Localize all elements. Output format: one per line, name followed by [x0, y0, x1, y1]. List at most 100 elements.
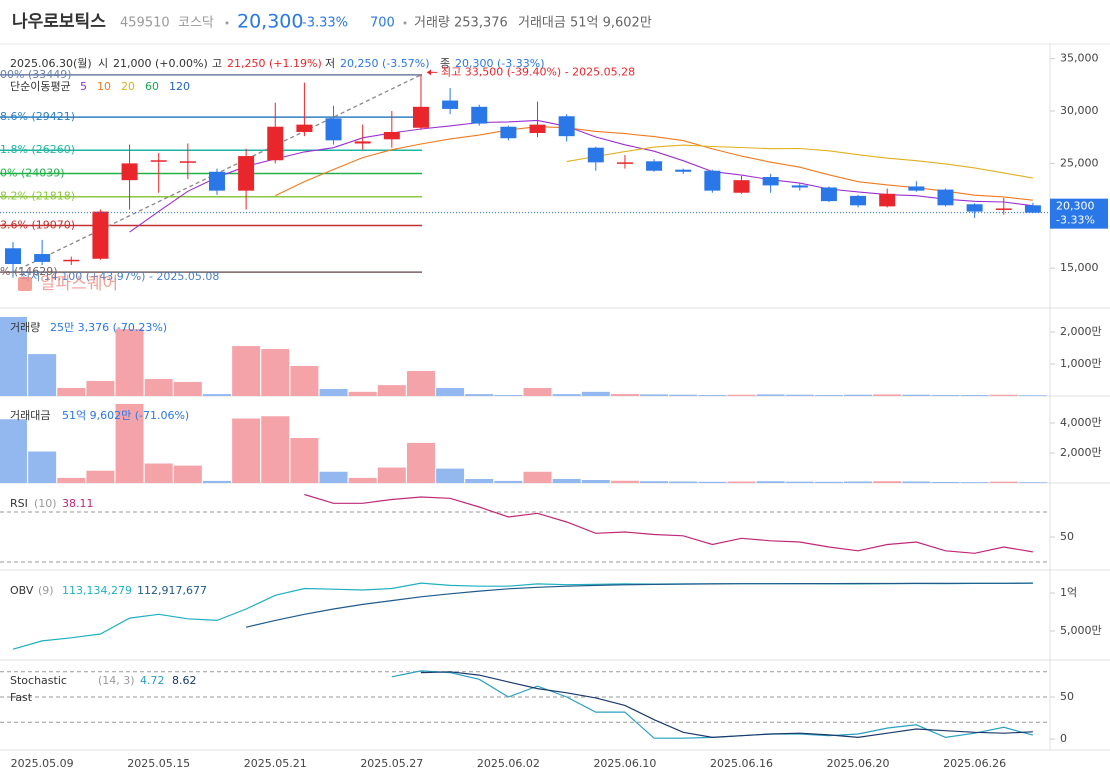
bar	[610, 480, 639, 483]
candle-body	[238, 156, 255, 191]
bar	[844, 394, 873, 396]
y-tick-label: 25,000	[1060, 156, 1099, 169]
candle-body	[471, 106, 488, 124]
fib-label: 23.6% (19070)	[0, 219, 75, 232]
y-tick-label: 1,000만	[1060, 357, 1102, 370]
bar	[232, 418, 261, 483]
candle-body	[412, 106, 429, 128]
candle-body	[966, 204, 983, 212]
price-tag-change: -3.33%	[1056, 214, 1095, 227]
bar	[669, 394, 698, 396]
bar	[698, 395, 727, 396]
change-pct: -3.33%	[302, 16, 348, 31]
bar	[202, 480, 231, 483]
y-tick-label: 1억	[1060, 586, 1077, 599]
indicator-line	[420, 671, 1033, 739]
bar	[86, 470, 115, 483]
change: 700	[370, 16, 395, 31]
bar	[436, 468, 465, 483]
candle-body	[121, 163, 138, 181]
bar	[232, 346, 261, 396]
candle-body	[879, 193, 896, 207]
bar	[756, 481, 785, 483]
fib-label: 50% (24039)	[0, 166, 65, 179]
bar	[814, 395, 843, 396]
bar	[144, 463, 173, 483]
y-tick-label: 2,000만	[1060, 325, 1102, 338]
bar	[552, 394, 581, 396]
bar	[873, 481, 902, 483]
panel-params: (9)	[38, 584, 54, 597]
candle-body	[995, 208, 1012, 210]
moving-average	[566, 144, 1033, 179]
bar	[28, 451, 57, 483]
candle-body	[34, 254, 51, 262]
info-date: 2025.06.30(월)	[10, 57, 92, 70]
bar	[465, 394, 494, 396]
candle-body	[325, 118, 342, 141]
bar	[640, 481, 669, 483]
fib-label: 100% (33449)	[0, 68, 72, 81]
indicator-line	[245, 582, 1033, 628]
y-tick-label: 15,000	[1060, 261, 1099, 274]
candle-body	[616, 162, 633, 164]
bar	[931, 481, 960, 483]
candle-body	[383, 131, 400, 140]
candle-body	[354, 141, 371, 144]
bar	[115, 403, 144, 483]
bar	[698, 481, 727, 483]
bar	[86, 380, 115, 396]
candle-body	[529, 124, 546, 134]
candle-body	[762, 177, 779, 186]
bar	[873, 394, 902, 396]
bar	[465, 478, 494, 483]
candle-body	[733, 180, 750, 193]
bar	[960, 482, 989, 483]
bar	[319, 471, 348, 483]
candle-body	[179, 161, 196, 163]
bar	[552, 478, 581, 483]
info-label: 시	[98, 57, 108, 70]
bar	[173, 465, 202, 483]
bar	[931, 395, 960, 396]
panel-title: OBV	[10, 584, 34, 597]
y-tick-label: 2,000만	[1060, 446, 1102, 459]
bar	[494, 480, 523, 483]
bar	[844, 481, 873, 483]
market: 코스닥	[178, 16, 214, 31]
x-tick-label: 2025.06.20	[827, 757, 890, 770]
bar	[785, 481, 814, 483]
info-value: 21,250 (+1.19%)	[227, 57, 322, 70]
panel-readout: 51억 9,602만 (-71.06%)	[62, 409, 189, 422]
candle-body	[587, 147, 604, 163]
bar	[669, 481, 698, 483]
bar	[0, 316, 27, 396]
x-tick-label: 2025.06.02	[477, 757, 540, 770]
x-tick-label: 2025.05.27	[360, 757, 423, 770]
price: 20,300	[237, 11, 303, 33]
bar	[902, 481, 931, 483]
low-annotation: 최저 14,100 (+43.97%) - 2025.05.08	[20, 270, 219, 283]
bar	[261, 416, 290, 483]
bar	[989, 481, 1018, 483]
bar	[406, 371, 435, 396]
candle-body	[296, 124, 313, 132]
fib-label: 78.6% (29421)	[0, 110, 75, 123]
bar	[57, 388, 86, 396]
bar	[319, 388, 348, 396]
x-tick-label: 2025.05.21	[244, 757, 307, 770]
bar	[756, 394, 785, 396]
x-tick-label: 2025.06.10	[593, 757, 656, 770]
panel-params: (10)	[34, 497, 57, 510]
panel-readout: 8.62	[172, 674, 197, 687]
ma-legend-item: 120	[169, 80, 190, 93]
candle-body	[267, 126, 284, 161]
amount: 거래대금 51억 9,602만	[518, 16, 652, 31]
panel-readout: 113,134,279	[62, 584, 132, 597]
y-tick-label: 30,000	[1060, 104, 1099, 117]
y-tick-label: 5,000만	[1060, 624, 1102, 637]
fib-label: 38.2% (21818)	[0, 190, 75, 203]
watermark-icon	[18, 277, 32, 291]
y-tick-label: 50	[1060, 690, 1074, 703]
